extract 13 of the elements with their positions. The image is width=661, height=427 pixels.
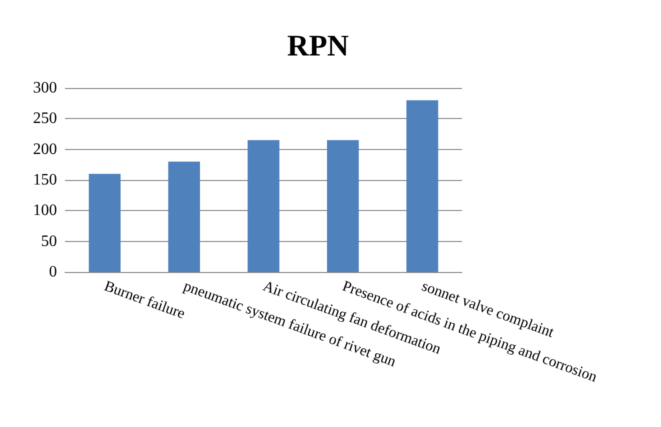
bar xyxy=(406,100,438,272)
bar xyxy=(168,162,200,272)
y-tick-label: 250 xyxy=(33,110,57,128)
y-tick-label: 150 xyxy=(33,172,57,188)
bar xyxy=(248,140,280,272)
bar xyxy=(88,174,121,272)
bar xyxy=(327,140,359,272)
y-tick-label: 300 xyxy=(33,80,57,96)
y-tick-label: 50 xyxy=(41,232,57,250)
y-tick-label: 0 xyxy=(49,264,57,280)
y-tick-label: 100 xyxy=(33,202,57,220)
y-tick-label: 200 xyxy=(33,140,57,158)
chart-title: RPN xyxy=(287,30,350,62)
